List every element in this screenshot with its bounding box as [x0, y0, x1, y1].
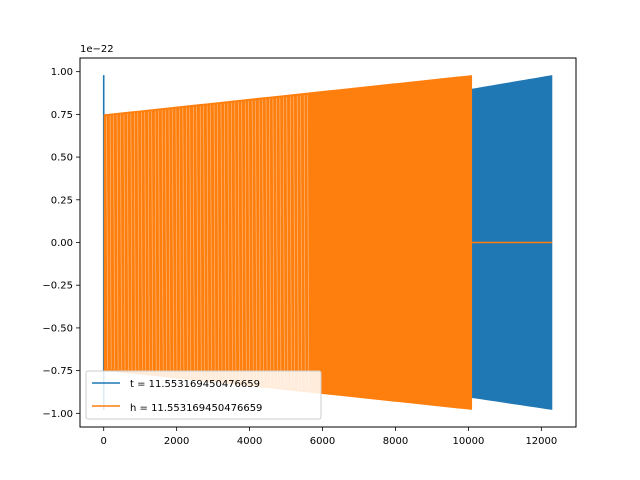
oscillation-gap [182, 107, 185, 378]
oscillation-gap [189, 107, 192, 378]
oscillation-gap [224, 103, 226, 382]
x-tick-label: 4000 [237, 436, 262, 447]
oscillation-gap [116, 114, 119, 371]
oscillation-gap [272, 98, 275, 387]
y-tick-label: −0.25 [42, 281, 73, 292]
y-offset-text: 1e−22 [80, 44, 114, 55]
x-tick-label: 0 [101, 436, 107, 447]
oscillation-gap [158, 110, 160, 375]
x-axis-ticks: 0 2000 4000 6000 8000 10000 12000 [101, 427, 557, 447]
x-tick-label: 10000 [453, 436, 485, 447]
oscillation-gap [269, 98, 271, 387]
oscillation-gap [134, 113, 136, 372]
oscillation-gap [265, 99, 268, 386]
oscillation-gap [276, 98, 278, 387]
oscillation-gap [109, 115, 112, 370]
oscillation-gap [196, 106, 199, 379]
oscillation-gap [130, 113, 133, 372]
oscillation-gap [244, 101, 247, 384]
oscillation-gap [279, 97, 282, 388]
legend-label-h: h = 11.553169450476659 [130, 403, 262, 414]
series-h-envelope [103, 75, 473, 410]
oscillation-gap [137, 112, 140, 373]
oscillation-gap [106, 115, 108, 370]
oscillation-gap [286, 97, 289, 388]
y-tick-label: 0.00 [51, 238, 73, 249]
y-tick-label: 0.50 [51, 153, 73, 164]
oscillation-gap [262, 99, 264, 386]
oscillation-gap [175, 108, 178, 377]
x-tick-label: 12000 [525, 436, 557, 447]
oscillation-gap [172, 109, 174, 376]
oscillation-gap [206, 105, 209, 380]
oscillation-gap [258, 99, 261, 386]
oscillation-gap [227, 103, 230, 382]
oscillation-gap [307, 94, 309, 391]
oscillation-gap [144, 111, 147, 374]
oscillation-gap [210, 105, 212, 380]
y-tick-label: 0.75 [51, 110, 73, 121]
x-tick-label: 6000 [310, 436, 335, 447]
oscillation-gap [231, 102, 233, 383]
plot-area [102, 75, 553, 410]
series-h-oscillation [106, 94, 309, 391]
oscillation-gap [255, 100, 257, 385]
oscillation-gap [303, 95, 306, 390]
y-tick-label: 1.00 [51, 67, 73, 78]
oscillation-gap [165, 109, 167, 376]
oscillation-gap [248, 101, 251, 384]
oscillation-gap [203, 105, 206, 380]
oscillation-gap [127, 113, 129, 372]
oscillation-gap [154, 110, 157, 375]
oscillation-gap [220, 103, 223, 382]
oscillation-gap [296, 95, 299, 390]
oscillation-gap [123, 114, 126, 371]
x-tick-label: 2000 [164, 436, 189, 447]
oscillation-gap [289, 96, 292, 389]
y-tick-label: −0.50 [42, 323, 73, 334]
oscillation-gap [120, 114, 122, 371]
oscillation-gap [213, 104, 216, 381]
oscillation-gap [293, 96, 296, 389]
oscillation-gap [147, 111, 150, 374]
y-tick-label: 0.25 [51, 195, 73, 206]
y-tick-label: −0.75 [42, 366, 73, 377]
legend: t = 11.553169450476659 h = 11.5531694504… [85, 370, 322, 420]
oscillation-gap [238, 102, 240, 383]
y-tick-label: −1.00 [42, 409, 73, 420]
oscillation-gap [251, 100, 254, 385]
oscillation-gap [140, 112, 143, 373]
oscillation-gap [283, 97, 285, 388]
oscillation-gap [217, 104, 219, 381]
y-axis-ticks: 1.00 0.75 0.50 0.25 0.00 −0.25 −0.50 −0.75 −1.00 [42, 67, 80, 420]
oscillation-gap [234, 102, 237, 383]
legend-label-t: t = 11.553169450476659 [130, 379, 260, 390]
oscillation-gap [113, 115, 115, 370]
oscillation-gap [241, 101, 244, 384]
x-tick-label: 8000 [383, 436, 408, 447]
oscillation-gap [161, 110, 164, 375]
oscillation-gap [186, 107, 188, 378]
oscillation-gap [151, 111, 154, 374]
oscillation-gap [300, 95, 303, 390]
oscillation-gap [179, 108, 181, 377]
oscillation-gap [168, 109, 171, 376]
oscillation-gap [192, 106, 195, 379]
oscillation-gap [199, 106, 202, 379]
legend-box [85, 370, 322, 420]
